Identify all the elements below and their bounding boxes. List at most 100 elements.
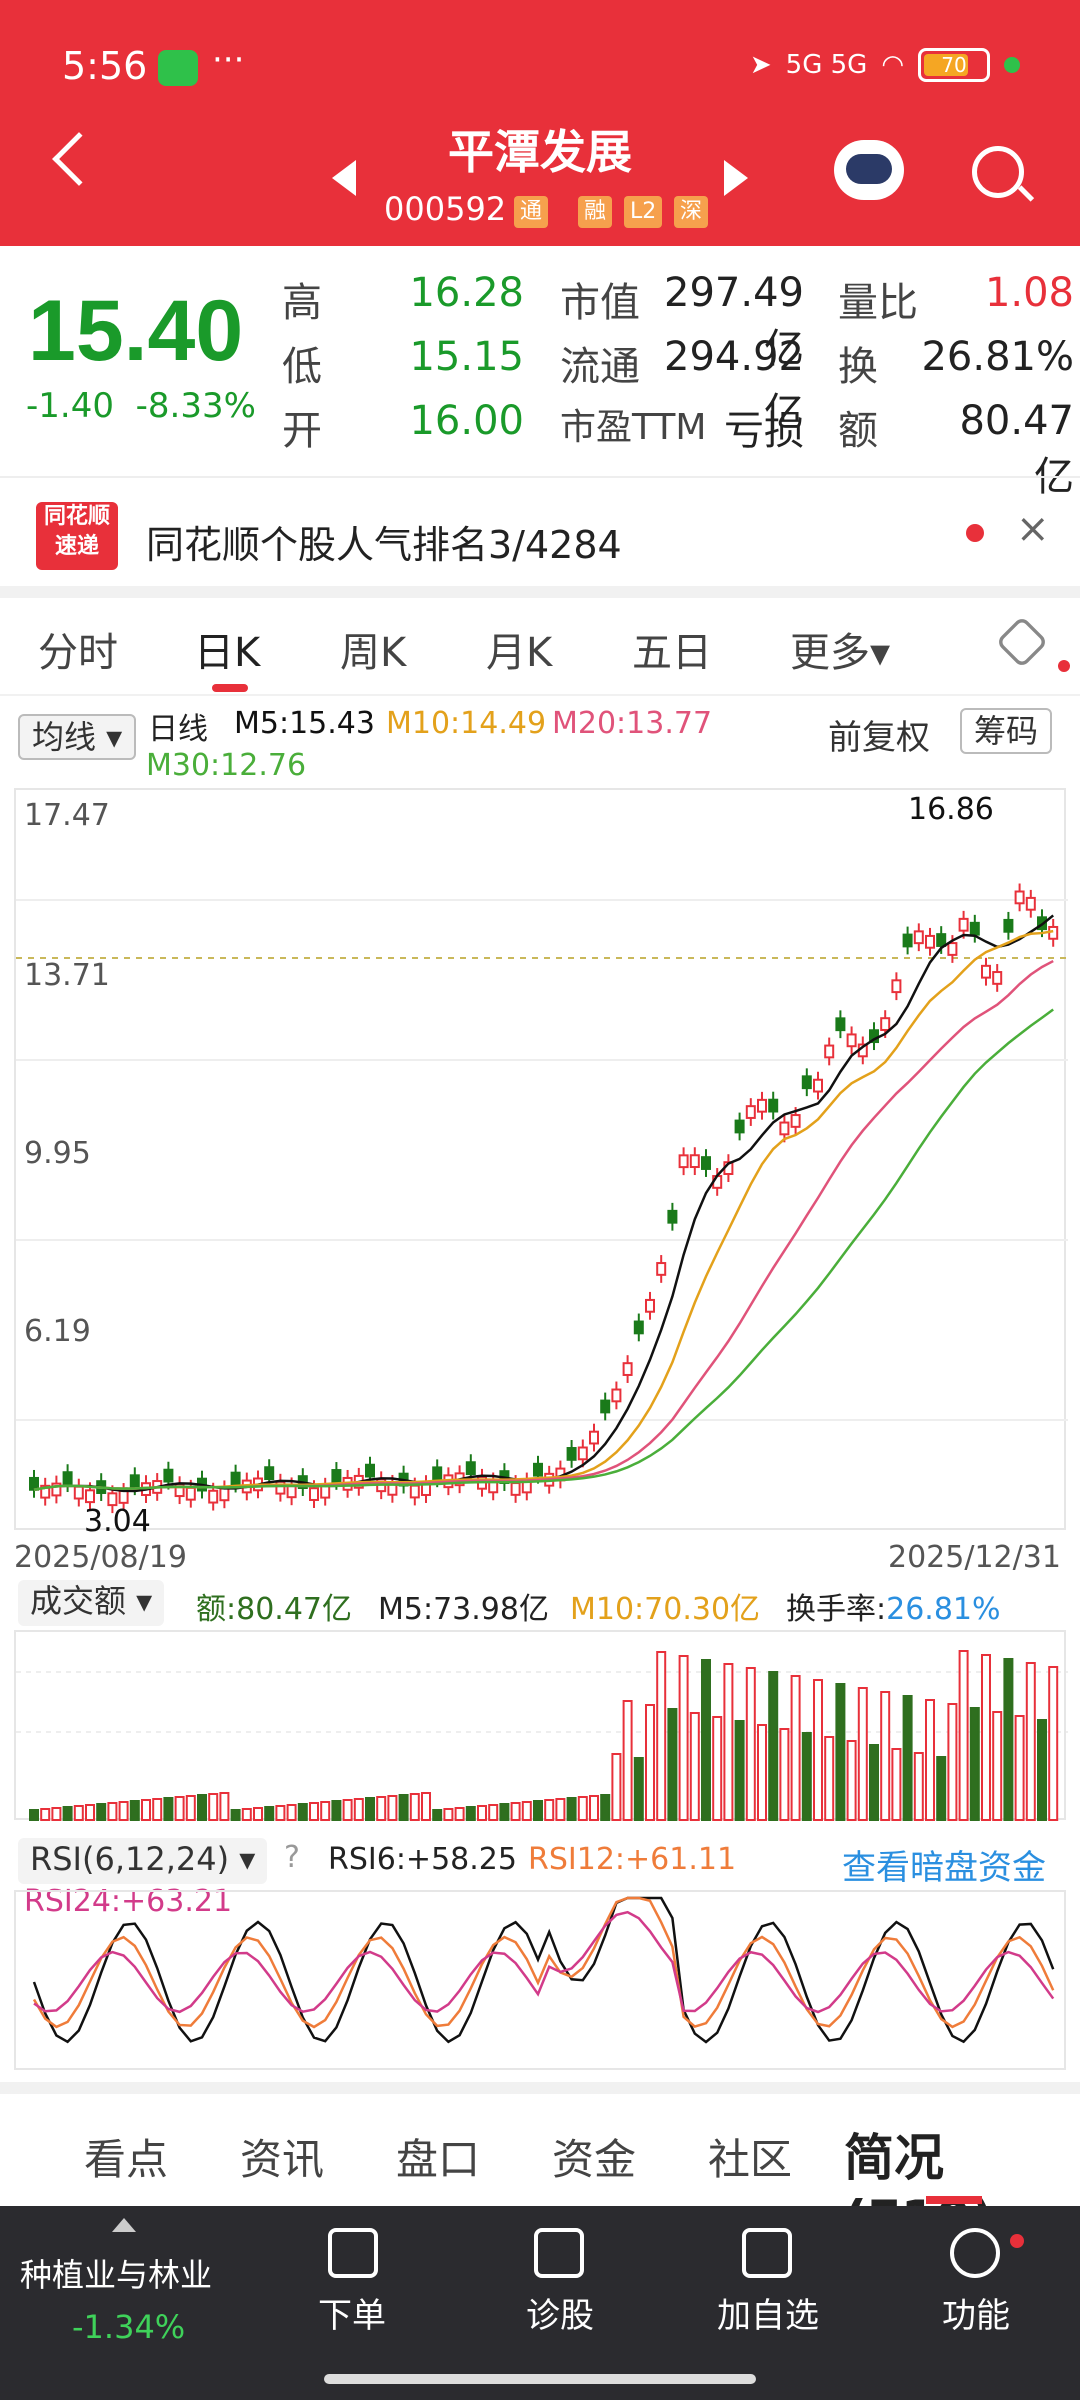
candle [902,933,913,948]
volume-bar [1037,1719,1047,1821]
volume-bar [880,1691,891,1821]
tab-funds[interactable]: 资金 [552,2135,637,2184]
volume-bar [757,1724,767,1821]
volume-bar [555,1798,566,1821]
volume-bar [801,1732,812,1821]
candle [85,1489,95,1504]
bottom-toolbar: 种植业与林业 -1.34% 下单 诊股 加自选 功能 [0,2206,1080,2400]
ma-selector[interactable]: 均线 ▾ [18,714,137,760]
volume-selector[interactable]: 成交额 ▾ [18,1580,165,1626]
candle [689,1154,700,1169]
volume-svg [16,1650,1068,1821]
robot-assistant-icon[interactable] [834,140,904,200]
unread-dot [966,524,984,542]
volume-ratio-label: 量比 [838,280,918,326]
volume-bar [96,1803,107,1821]
tab-more[interactable]: 更多▾ [790,630,891,676]
function-button[interactable]: 功能 [942,2296,1010,2336]
candle [40,1484,51,1499]
rsi12-value: RSI12:+61.11 [528,1842,737,1877]
tab-order-book[interactable]: 盘口 [396,2135,481,2184]
candle [163,1468,174,1483]
volume-bar [398,1794,409,1821]
tab-weekly-k[interactable]: 周K [340,630,407,676]
tag-l2: L2 [624,196,663,228]
open-value: 16.00 [409,398,524,444]
candle [701,1156,711,1170]
candle [813,1078,823,1093]
low-value: 15.15 [409,334,524,380]
candle [925,934,935,949]
tab-news[interactable]: 资讯 [240,2135,325,2184]
volume-bar [409,1793,420,1821]
tab-intraday[interactable]: 分时 [38,630,118,676]
more-dots-icon: ··· [212,40,245,80]
settings-hex-icon[interactable] [995,615,1049,669]
candle [611,1388,622,1403]
candle [734,1119,745,1134]
divider [0,586,1080,598]
candle [577,1446,588,1461]
adjust-toggle[interactable]: 前复权 [828,718,930,758]
volume-bar [622,1700,633,1821]
volume-bar [264,1806,275,1821]
rsi-svg [32,1896,1055,2044]
search-icon[interactable] [972,146,1024,198]
candle [667,1209,678,1224]
popularity-ranking-banner[interactable]: 同花顺 速递 同花顺个股人气排名3/4284 [0,476,1080,592]
volume-bar [958,1650,969,1821]
chips-button[interactable]: 筹码 [960,708,1053,754]
tag-shen: 深 [674,196,709,228]
function-dot [1010,2234,1024,2248]
help-icon[interactable]: ? [284,1840,300,1875]
volume-bar [1048,1666,1059,1821]
candle [801,1075,812,1090]
candle [779,1121,790,1136]
candle [745,1105,756,1119]
volume-bar [152,1798,163,1821]
volume-bar [678,1655,689,1821]
status-right: ➤ 5G 5G ◠ 70 [750,48,1020,82]
sector-name[interactable]: 种植业与林业 [20,2256,213,2294]
volume-bar [297,1803,308,1821]
current-price: 15.40 [28,283,244,379]
volume-chart[interactable] [14,1630,1068,1821]
rsi-selector[interactable]: RSI(6,12,24) ▾ [18,1838,268,1884]
candle [645,1298,655,1313]
mcap-value: 297.49亿 [664,270,804,372]
rsi-chart[interactable] [14,1890,1066,2070]
add-watchlist-button[interactable]: 加自选 [717,2296,819,2336]
order-button[interactable]: 下单 [318,2296,386,2336]
volume-bar [667,1708,678,1821]
prev-stock-icon[interactable] [332,160,356,196]
candle [981,964,991,979]
tab-community[interactable]: 社区 [708,2135,793,2184]
tab-five-day[interactable]: 五日 [632,630,712,676]
volume-bar [185,1795,196,1821]
volume-bar [353,1798,364,1821]
volume-bar [913,1752,924,1821]
volume-bar [421,1792,431,1821]
candle [880,1017,891,1031]
tab-monthly-k[interactable]: 月K [486,630,553,676]
volume-bar [241,1808,252,1821]
rsi24-value: RSI24:+63.21 [24,1884,233,1919]
diagnose-icon [534,2228,584,2278]
tab-highlights[interactable]: 看点 [84,2135,169,2184]
tag-rong: 融 [578,196,613,228]
close-icon[interactable]: × [1016,506,1050,552]
kline-chart[interactable] [14,788,1068,1530]
amount-value: 80.47亿 [959,398,1074,500]
diagnose-button[interactable]: 诊股 [526,2296,594,2336]
dark-pool-link[interactable]: 查看暗盘资金 [842,1848,1046,1888]
candle [264,1466,275,1481]
max-price-label: 16.86 [908,792,994,827]
next-stock-icon[interactable] [724,160,748,196]
location-icon: ➤ [749,50,772,80]
volume-bar [835,1683,846,1821]
volume-bar [925,1699,935,1821]
volume-bar [286,1804,297,1821]
rsi-line [33,1910,1055,2014]
expand-up-icon[interactable] [112,2218,136,2232]
tab-daily-k[interactable]: 日K [194,630,261,676]
